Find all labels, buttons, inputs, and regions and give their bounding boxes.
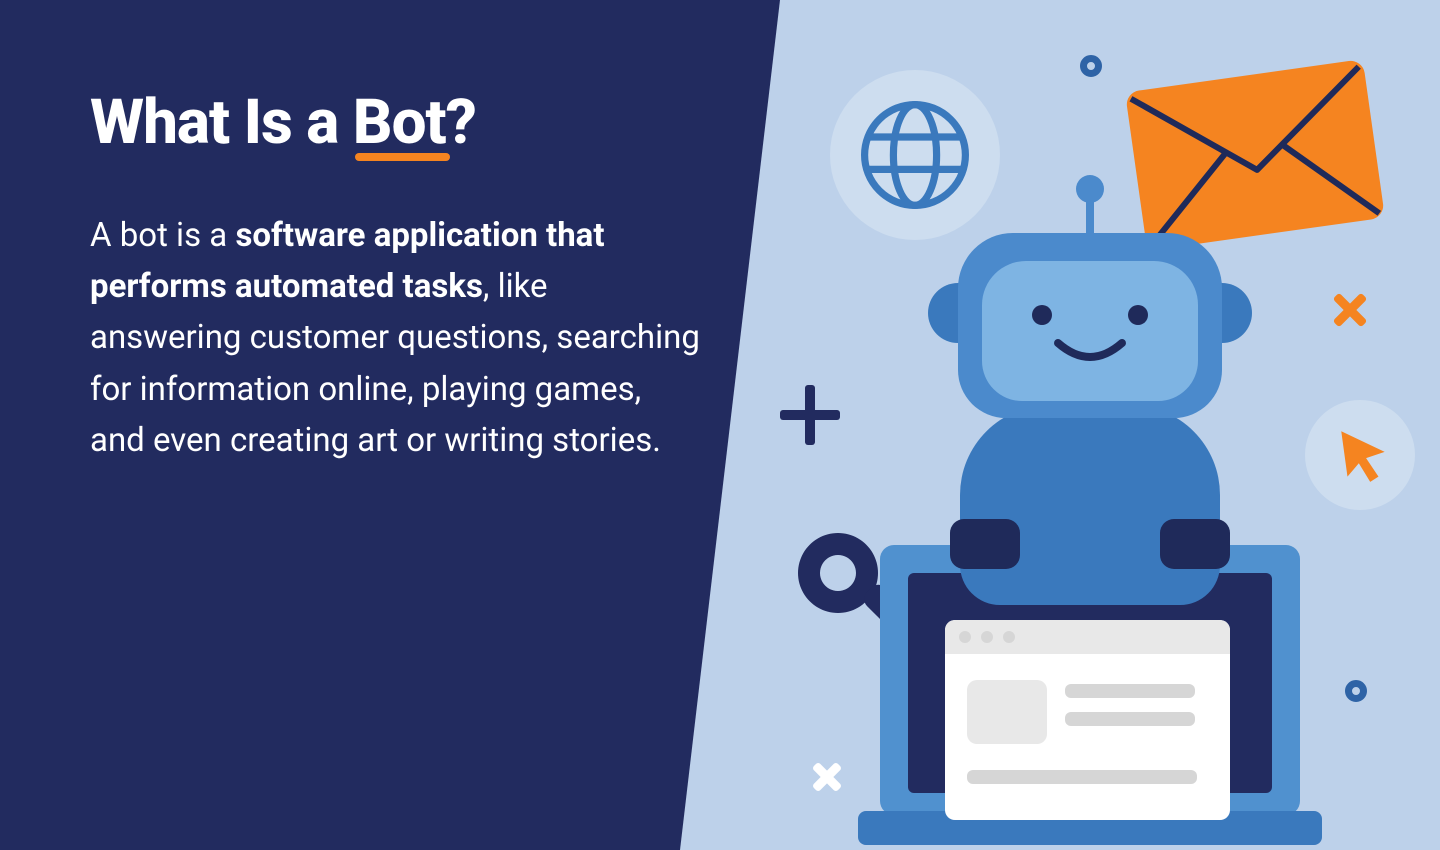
text-panel: What Is a Bot? A bot is a software appli…: [0, 0, 780, 850]
window-line: [1065, 684, 1195, 698]
globe-icon: [855, 95, 975, 215]
robot-hand-right: [1160, 519, 1230, 569]
browser-window: [945, 620, 1230, 820]
robot-face: [982, 261, 1198, 401]
robot-smile: [1050, 337, 1130, 367]
robot-antenna-ball: [1076, 175, 1104, 203]
x-decoration-white: [810, 760, 844, 794]
window-line: [1065, 712, 1195, 726]
body-text: A bot is a software application that per…: [90, 210, 700, 466]
window-titlebar: [945, 620, 1230, 654]
infographic-canvas: What Is a Bot? A bot is a software appli…: [0, 0, 1440, 850]
title: What Is a Bot?: [90, 90, 700, 155]
title-underlined-text: Bot: [353, 86, 446, 159]
robot-eye-left: [1032, 305, 1052, 325]
window-line: [967, 770, 1197, 784]
ring-decoration-bottom: [1345, 680, 1367, 702]
robot-hand-left: [950, 519, 1020, 569]
window-dot: [1003, 631, 1015, 643]
window-dot: [981, 631, 993, 643]
cursor-icon: [1333, 425, 1395, 487]
title-post: ?: [446, 86, 476, 159]
x-decoration-orange: [1330, 290, 1370, 330]
title-pre: What Is a: [90, 86, 353, 159]
window-thumb: [967, 680, 1047, 744]
window-dot: [959, 631, 971, 643]
body-pre: A bot is a: [90, 216, 235, 255]
robot-body: [960, 405, 1220, 605]
title-underlined-word: Bot: [353, 90, 446, 155]
ring-decoration-top: [1080, 55, 1102, 77]
envelope-icon: [1119, 53, 1390, 256]
robot-eye-right: [1128, 305, 1148, 325]
plus-decoration: [780, 385, 840, 445]
